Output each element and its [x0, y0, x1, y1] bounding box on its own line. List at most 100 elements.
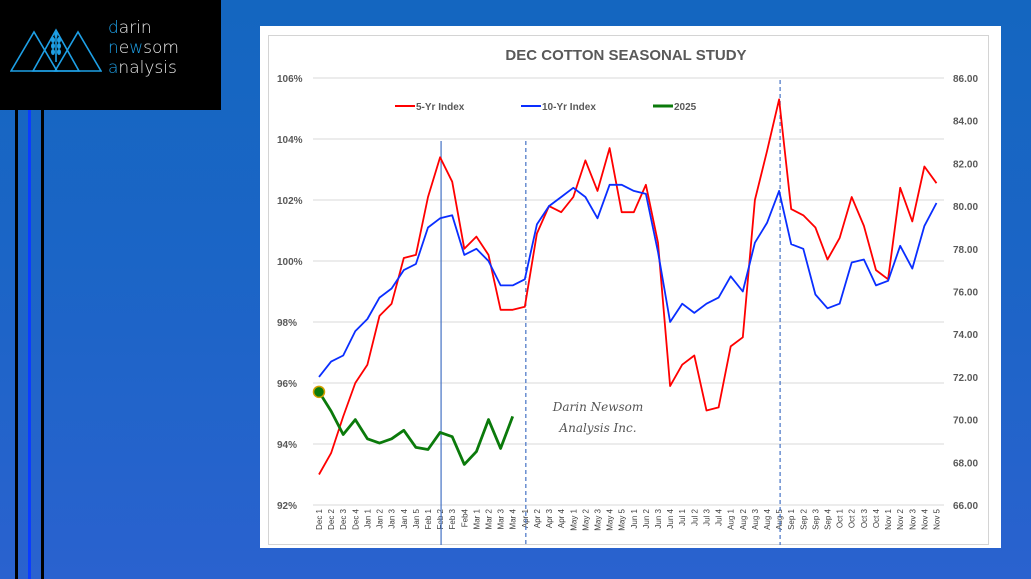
x-axis-tick-label: Jul 4 — [715, 508, 724, 525]
vertical-markers — [440, 80, 781, 545]
right-axis-tick-label: 74.00 — [953, 330, 978, 341]
x-axis-tick-label: Aug 4 — [763, 508, 772, 529]
x-axis-tick-label: Jan 2 — [376, 508, 385, 528]
x-axis-tick-label: Feb4 — [460, 508, 469, 527]
x-axis-tick-label: Mar 3 — [497, 508, 506, 529]
right-axis-tick-label: 80.00 — [953, 202, 978, 213]
legend-label: 10-Yr Index — [542, 102, 596, 113]
logo-wordmark: darin newsom analysis — [108, 18, 179, 78]
left-axis-tick-label: 100% — [277, 257, 303, 268]
series-line-5-yr-index — [318, 98, 938, 475]
right-axis-tick-label: 76.00 — [953, 288, 978, 299]
decorative-line-black-1 — [15, 110, 18, 579]
x-axis-tick-label: Jun 1 — [630, 508, 639, 528]
x-axis-tick-label: May 1 — [569, 508, 578, 530]
watermark-text: Analysis Inc. — [558, 421, 636, 435]
mountains-wheat-icon — [10, 28, 102, 72]
x-axis-tick-label: Aug 5 — [775, 508, 784, 529]
x-axis-tick-label: Jul 2 — [690, 508, 699, 525]
x-axis-tick-label: Apr 2 — [533, 508, 542, 528]
watermark-text: Darin Newsom — [552, 400, 644, 414]
x-axis-tick-label: Mar 1 — [472, 508, 481, 529]
x-axis-tick-label: Aug 3 — [751, 508, 760, 529]
series-line-10-yr-index — [318, 183, 938, 378]
right-axis-ticks: 66.00 68.00 70.00 72.00 74.00 76.00 78.00 80.00… — [953, 74, 978, 512]
chart-title: DEC COTTON SEASONAL STUDY — [505, 47, 746, 64]
right-axis-tick-label: 78.00 — [953, 245, 978, 256]
x-axis-tick-label: Jul 1 — [678, 508, 687, 525]
x-axis-tick-label: Jan 1 — [363, 508, 372, 528]
x-axis-tick-label: Oct 3 — [860, 508, 869, 528]
right-axis-tick-label: 66.00 — [953, 501, 978, 512]
x-axis-tick-label: Jun 4 — [666, 508, 675, 528]
x-axis-tick-label: Oct 4 — [872, 508, 881, 528]
x-axis-tick-label: Nov 4 — [920, 508, 929, 529]
right-axis-tick-label: 82.00 — [953, 159, 978, 170]
x-axis-tick-label: May 2 — [581, 508, 590, 530]
x-axis-tick-label: Nov 2 — [896, 508, 905, 529]
series-line-2025 — [317, 391, 515, 466]
decorative-line-black-2 — [41, 110, 44, 579]
right-axis-tick-label: 70.00 — [953, 416, 978, 427]
right-axis-tick-label: 68.00 — [953, 458, 978, 469]
x-axis-tick-label: May 3 — [593, 508, 602, 530]
left-axis-tick-label: 98% — [277, 318, 297, 329]
x-axis-tick-label: Dec 2 — [327, 508, 336, 529]
chart-frame — [268, 35, 989, 545]
chart-panel — [260, 26, 1001, 548]
logo-box: darin newsom analysis — [0, 0, 221, 110]
legend: 5-Yr Index 10-Yr Index 2025 — [395, 102, 697, 113]
x-axis-tick-label: Dec 1 — [315, 508, 324, 529]
x-axis-tick-label: Nov 1 — [884, 508, 893, 529]
left-axis-tick-label: 92% — [277, 501, 297, 512]
left-axis-tick-label: 94% — [277, 440, 297, 451]
series-2025-start-marker — [312, 385, 326, 399]
x-axis-tick-label: Mar 4 — [509, 508, 518, 529]
x-axis-tick-label: Nov 5 — [933, 508, 942, 529]
logo-line-1: darin — [108, 18, 152, 38]
left-axis-tick-label: 106% — [277, 74, 303, 85]
decorative-line-blue — [28, 110, 31, 579]
x-axis-tick-label: Nov 3 — [908, 508, 917, 529]
series-lines — [312, 98, 938, 475]
x-axis-tick-label: Dec 3 — [339, 508, 348, 529]
x-axis-ticks: Dec 1 Dec 2 Dec 3 Dec 4 Jan 1 Jan 2 Jan 3 Jan 4… — [315, 508, 942, 530]
logo-line-2: newsom — [108, 38, 179, 58]
x-axis-tick-label: Apr 4 — [557, 508, 566, 528]
left-axis-tick-label: 102% — [277, 196, 303, 207]
right-axis-tick-label: 86.00 — [953, 74, 978, 85]
x-axis-tick-label: Sep 2 — [799, 508, 808, 529]
x-axis-tick-label: Jan 4 — [400, 508, 409, 528]
x-axis-tick-label: Aug 2 — [739, 508, 748, 529]
x-axis-tick-label: Sep 4 — [824, 508, 833, 529]
x-axis-tick-label: Feb 1 — [424, 508, 433, 529]
gridlines — [313, 77, 944, 506]
x-axis-tick-label: Apr 1 — [521, 508, 530, 528]
x-axis-tick-label: Apr 3 — [545, 508, 554, 528]
x-axis-tick-label: Sep 3 — [811, 508, 820, 529]
left-axis-ticks: 92% 94% 96% 98% 100% 102% 104% 106% — [277, 74, 303, 512]
x-axis-tick-label: Oct 2 — [848, 508, 857, 528]
x-axis-tick-label: Jun 2 — [642, 508, 651, 528]
x-axis-tick-label: May 5 — [618, 508, 627, 530]
right-axis-tick-label: 84.00 — [953, 117, 978, 128]
x-axis-tick-label: Jul 3 — [702, 508, 711, 525]
x-axis-tick-label: Sep 1 — [787, 508, 796, 529]
x-axis-tick-label: Oct 1 — [836, 508, 845, 528]
x-axis-tick-label: Jun 3 — [654, 508, 663, 528]
right-axis-tick-label: 72.00 — [953, 373, 978, 384]
legend-label: 2025 — [674, 102, 697, 113]
logo-line-3: analysis — [108, 58, 177, 78]
x-axis-tick-label: May 4 — [606, 508, 615, 530]
left-axis-tick-label: 104% — [277, 135, 303, 146]
x-axis-tick-label: Jan 3 — [388, 508, 397, 528]
x-axis-tick-label: Jan 5 — [412, 508, 421, 528]
x-axis-tick-label: Feb 3 — [448, 508, 457, 529]
watermark: Darin Newsom Analysis Inc. — [552, 400, 644, 435]
legend-label: 5-Yr Index — [416, 102, 465, 113]
x-axis-tick-label: Aug 1 — [727, 508, 736, 529]
x-axis-tick-label: Mar 2 — [485, 508, 494, 529]
left-axis-tick-label: 96% — [277, 379, 297, 390]
x-axis-tick-label: Dec 4 — [351, 508, 360, 529]
